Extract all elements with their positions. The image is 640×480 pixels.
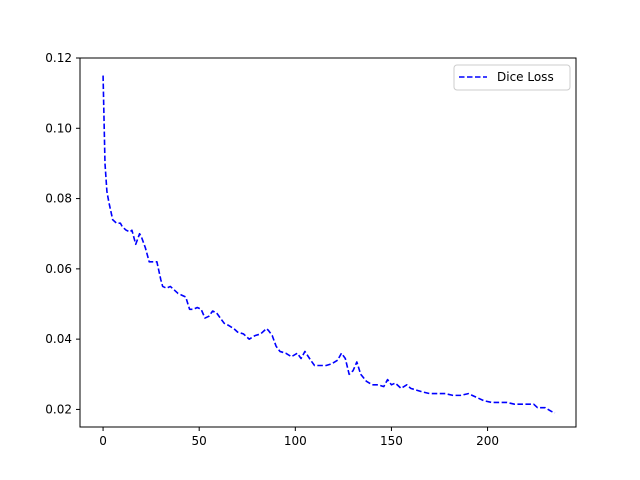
y-tick-label: 0.10 <box>45 121 72 135</box>
x-tick-label: 0 <box>99 434 107 448</box>
plot-area <box>80 58 576 427</box>
legend-label-dice-loss: Dice Loss <box>497 70 554 84</box>
legend: Dice Loss <box>454 65 570 90</box>
y-tick-label: 0.06 <box>45 262 72 276</box>
x-tick-label: 150 <box>380 434 403 448</box>
x-tick-label: 100 <box>284 434 307 448</box>
y-tick-label: 0.12 <box>45 51 72 65</box>
y-tick-label: 0.08 <box>45 192 72 206</box>
y-tick-label: 0.04 <box>45 332 72 346</box>
x-tick-label: 50 <box>192 434 207 448</box>
x-tick-label: 200 <box>476 434 499 448</box>
y-tick-label: 0.02 <box>45 402 72 416</box>
